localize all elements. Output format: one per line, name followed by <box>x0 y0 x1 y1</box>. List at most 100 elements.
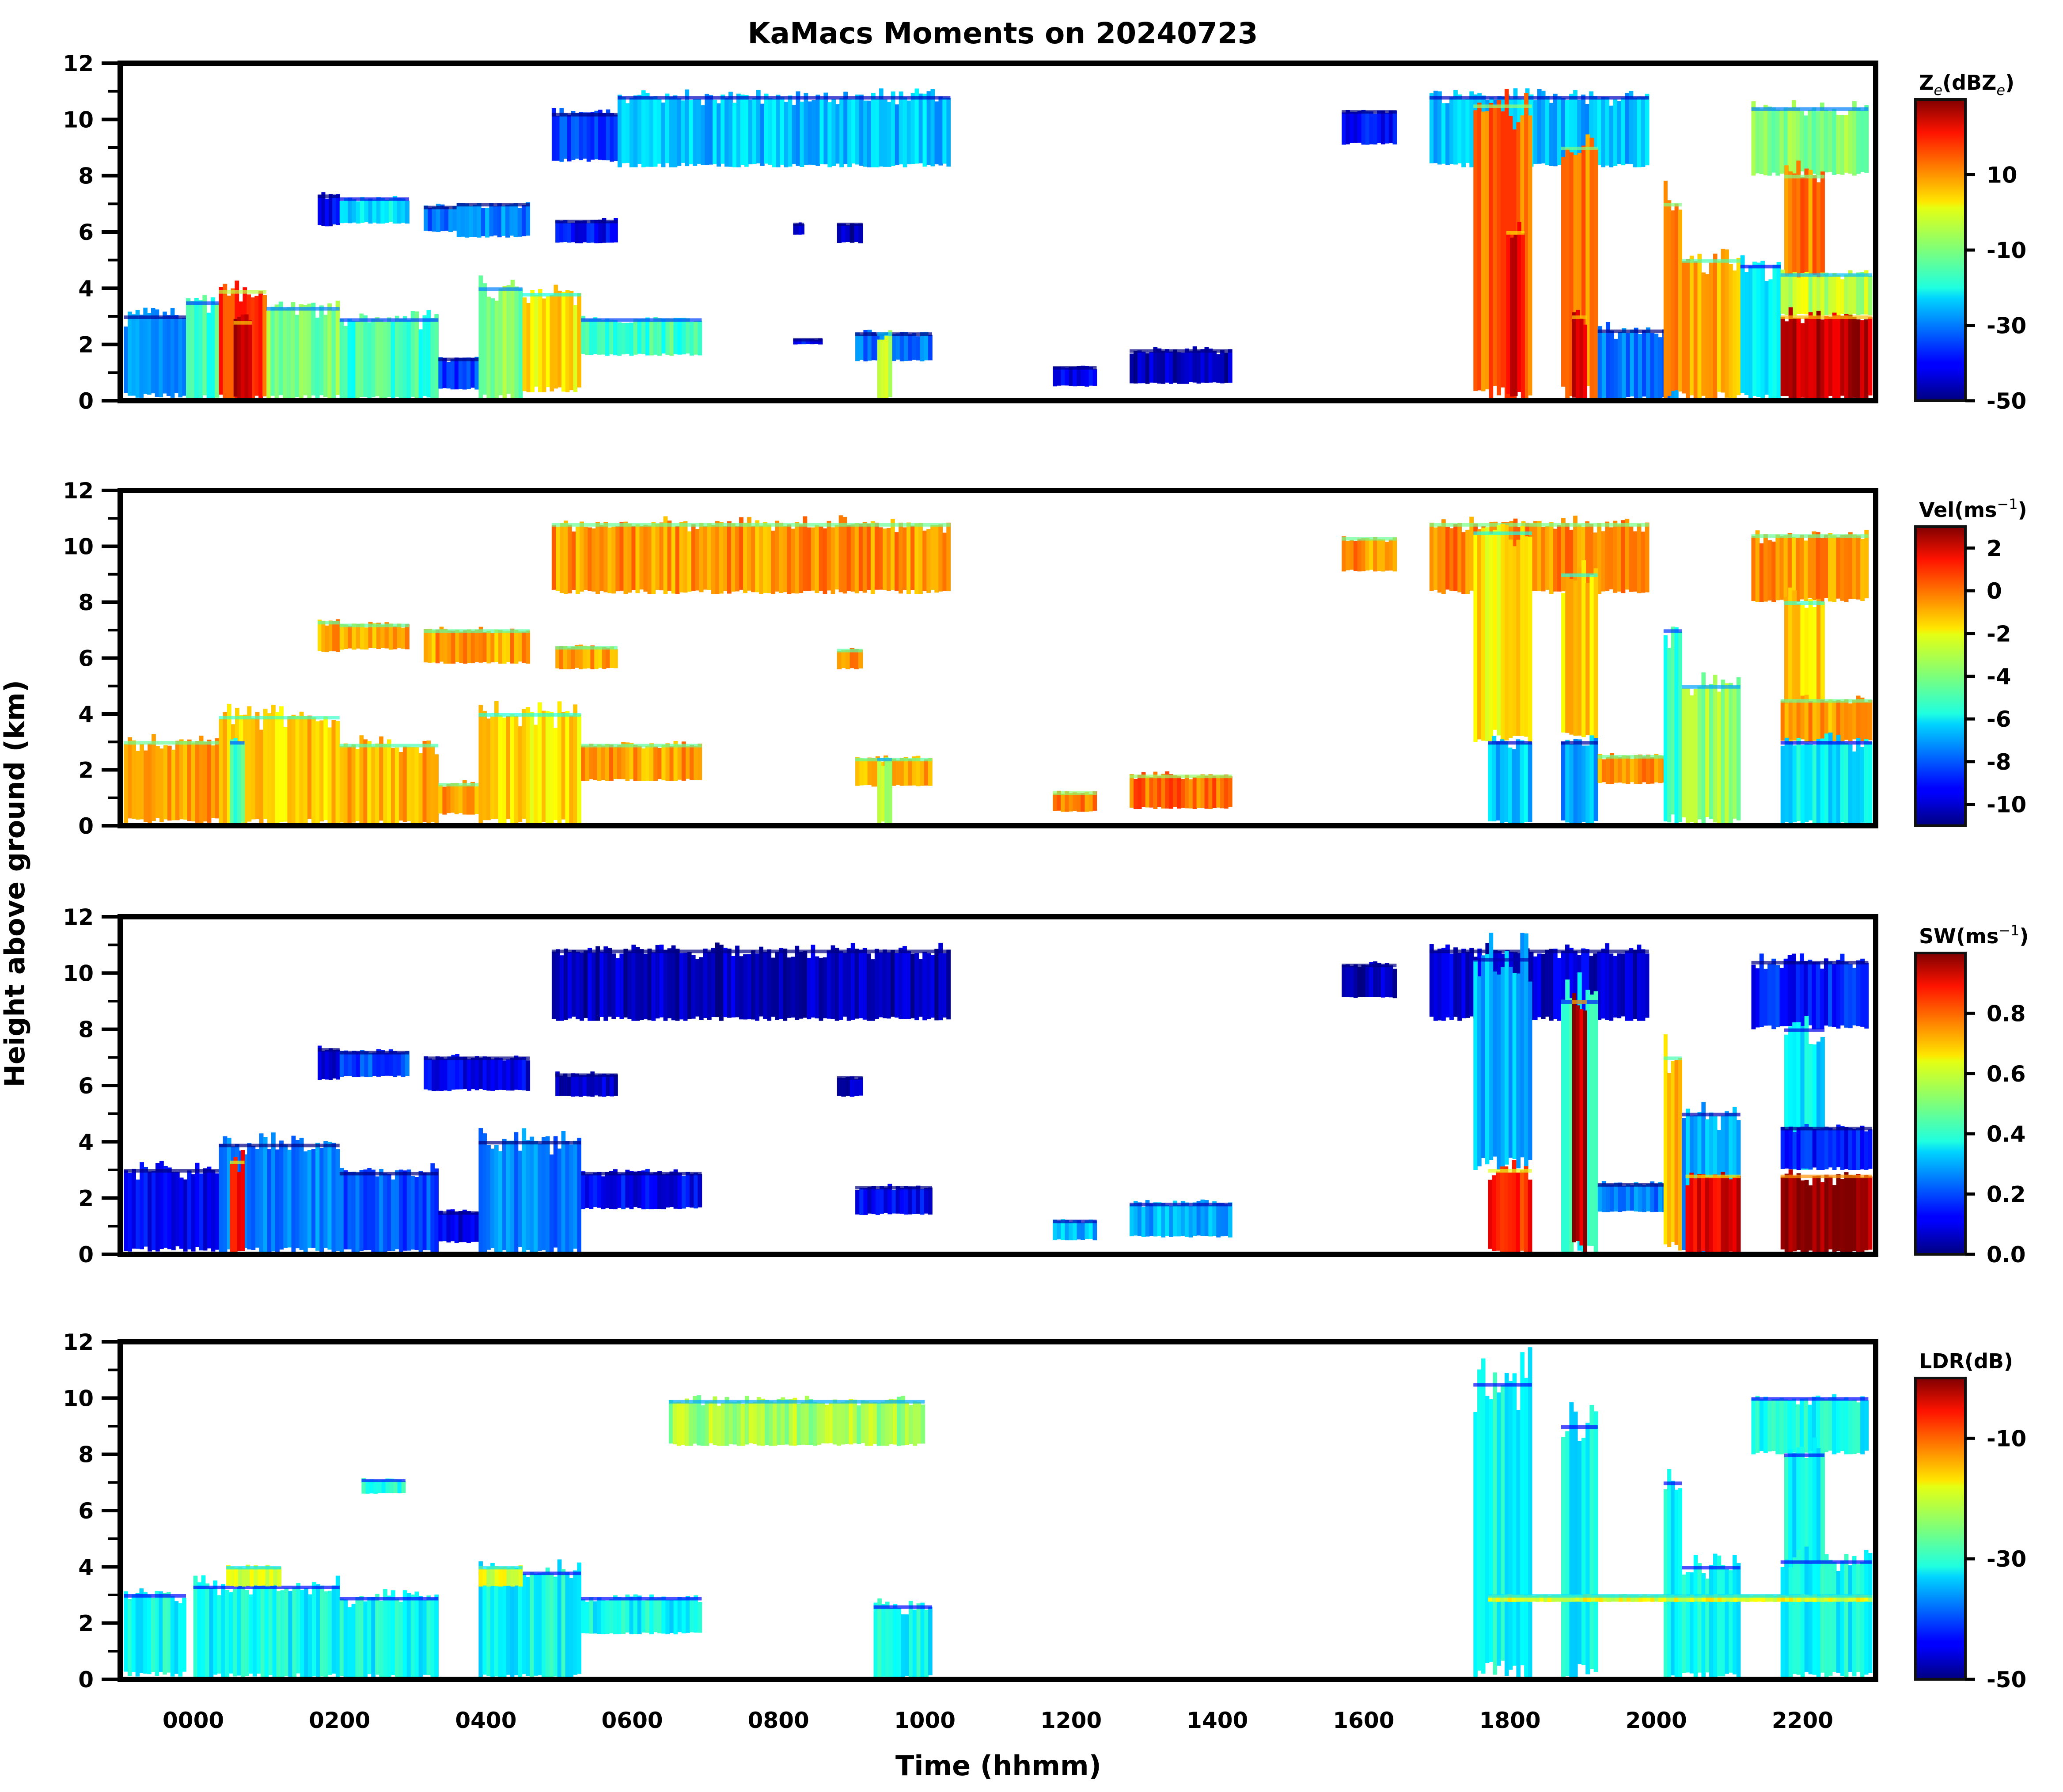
echo-cell <box>582 1075 587 1096</box>
echo-cell <box>1493 971 1497 1157</box>
echo-cell <box>841 1078 846 1097</box>
echo-cell <box>424 205 429 231</box>
echo-cell <box>434 754 439 824</box>
echo-feature <box>551 108 618 162</box>
echo-cell <box>364 627 369 650</box>
echo-cell <box>693 1396 698 1444</box>
echo-edge <box>124 1169 219 1173</box>
echo-cell <box>486 1057 491 1091</box>
echo-cell <box>1637 524 1642 593</box>
echo-cell <box>575 1073 579 1097</box>
echo-cell <box>398 319 403 399</box>
echo-cell <box>795 945 800 1020</box>
colorbar-label-part: (dBZ <box>1942 71 1996 95</box>
echo-cell <box>432 1059 436 1091</box>
echo-cell <box>260 1585 265 1678</box>
echo-cell <box>1204 1200 1209 1236</box>
echo-cell <box>791 528 796 593</box>
echo-cell <box>891 91 895 166</box>
echo-cell <box>1449 528 1454 591</box>
echo-cell <box>151 308 155 394</box>
echo-cell <box>1589 995 1594 1246</box>
echo-cell <box>155 1591 159 1676</box>
echo-cell <box>1224 353 1229 383</box>
echo-cell <box>550 295 554 392</box>
echo-feature <box>1780 270 1873 316</box>
echo-cell <box>930 89 935 167</box>
echo-cell <box>246 1564 250 1586</box>
echo-feature <box>837 222 863 243</box>
echo-cell <box>1563 1595 1568 1602</box>
echo-cell <box>331 1143 336 1254</box>
echo-cell <box>318 1045 322 1080</box>
echo-cell <box>796 1404 801 1445</box>
echo-cell <box>430 318 435 401</box>
echo-cell <box>549 1573 554 1678</box>
y-tick-label: 0 <box>78 813 94 839</box>
echo-cell <box>713 99 717 164</box>
echo-cell <box>1549 522 1554 594</box>
y-tick-label: 6 <box>78 220 94 245</box>
echo-cell <box>1145 776 1150 808</box>
echo-cell <box>724 98 729 167</box>
echo-cell <box>930 955 935 1018</box>
echo-cell <box>383 744 387 826</box>
echo-cell <box>1577 99 1581 163</box>
echo-cell <box>1524 1166 1528 1252</box>
echo-cell <box>238 1567 243 1586</box>
echo-cell <box>910 525 915 590</box>
echo-cell <box>179 739 184 820</box>
echo-cell <box>816 1403 821 1445</box>
echo-cell <box>938 524 943 592</box>
echo-cell <box>1065 1220 1069 1241</box>
echo-cell <box>862 522 867 593</box>
echo-feature <box>266 300 340 401</box>
echo-cell <box>1220 350 1225 383</box>
echo-cell <box>1828 533 1832 602</box>
echo-cell <box>323 1591 328 1679</box>
echo-cell <box>1824 701 1829 741</box>
echo-cell <box>567 647 572 669</box>
echo-cell <box>300 1590 304 1679</box>
echo-cell <box>191 742 196 822</box>
echo-cell <box>1057 790 1061 811</box>
echo-cell <box>760 103 765 166</box>
echo-cell <box>490 298 495 400</box>
echo-cell <box>908 334 913 361</box>
echo-cell <box>1808 744 1813 820</box>
y-tick-label: 0 <box>78 1242 94 1268</box>
echo-cell <box>651 522 656 594</box>
echo-cell <box>502 718 507 824</box>
echo-cell <box>1844 535 1849 602</box>
echo-cell <box>588 948 592 1021</box>
echo-cell <box>895 333 900 360</box>
echo-cell <box>575 645 579 668</box>
echo-cell <box>1204 775 1209 809</box>
echo-cell <box>863 100 868 167</box>
echo-cell <box>1177 352 1181 384</box>
colorbar-label-part: −1 <box>1999 922 2019 939</box>
echo-cell <box>1497 525 1501 736</box>
echo-cell <box>1605 521 1610 591</box>
echo-edge <box>1342 110 1397 114</box>
echo-cell <box>207 740 212 823</box>
echo-cell <box>1629 526 1634 592</box>
echo-cell <box>1553 949 1558 1019</box>
echo-cell <box>1686 1109 1690 1254</box>
echo-cell <box>1521 233 1525 401</box>
echo-feature <box>555 644 618 669</box>
echo-cell <box>379 1601 383 1679</box>
echo-cell <box>331 310 336 399</box>
echo-cell <box>522 1128 527 1252</box>
echo-edge <box>1572 1000 1587 1004</box>
echo-cell <box>1573 90 1578 166</box>
echo-cell <box>1524 93 1528 401</box>
echo-cell <box>1852 1175 1857 1251</box>
echo-cell <box>1088 793 1093 812</box>
echo-cell <box>877 1598 882 1679</box>
echo-edge <box>339 1051 410 1055</box>
echo-cell <box>394 315 399 397</box>
echo-cell <box>261 1566 266 1586</box>
echo-cell <box>906 951 911 1019</box>
